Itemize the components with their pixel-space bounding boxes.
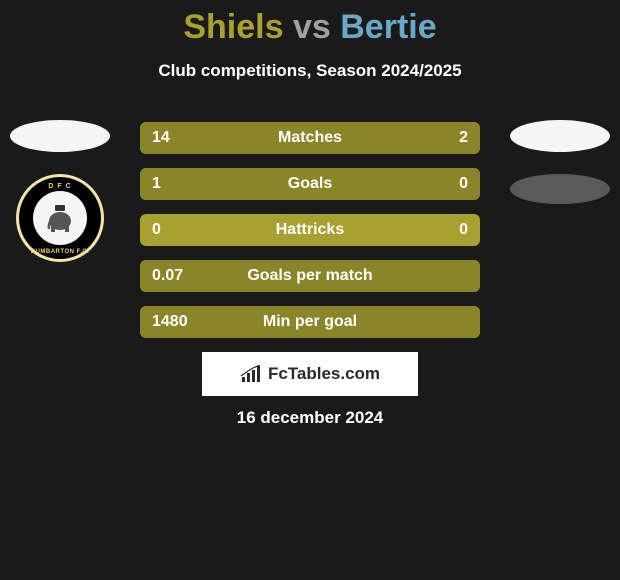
- stat-label: Matches: [140, 129, 480, 147]
- brand-box: FcTables.com: [202, 352, 418, 396]
- subtitle: Club competitions, Season 2024/2025: [0, 61, 620, 81]
- stat-label: Hattricks: [140, 221, 480, 239]
- club-badge: D F C DUMBARTON F.C.: [16, 174, 104, 262]
- comparison-bars: 142Matches 10Goals 00Hattricks 0.07Goals pe…: [140, 122, 480, 352]
- stat-label: Min per goal: [140, 313, 480, 331]
- stat-row: 1480Min per goal: [140, 306, 480, 338]
- right-column: [510, 120, 610, 204]
- stat-row: 00Hattricks: [140, 214, 480, 246]
- date-text: 16 december 2024: [0, 408, 620, 428]
- left-column: D F C DUMBARTON F.C.: [10, 120, 110, 262]
- stat-row: 10Goals: [140, 168, 480, 200]
- vs-text: vs: [284, 8, 341, 46]
- player1-name: Shiels: [183, 8, 283, 46]
- brand-text: FcTables.com: [268, 364, 380, 384]
- stat-label: Goals: [140, 175, 480, 193]
- player2-club-placeholder: [510, 174, 610, 204]
- comparison-title: Shiels vs Bertie: [0, 0, 620, 47]
- stat-row: 0.07Goals per match: [140, 260, 480, 292]
- badge-inner: [33, 191, 87, 245]
- badge-ring: D F C DUMBARTON F.C.: [19, 177, 101, 259]
- elephant-icon: [44, 203, 76, 233]
- brand-chart-icon: [240, 365, 262, 383]
- player2-photo-placeholder: [510, 120, 610, 152]
- stat-row: 142Matches: [140, 122, 480, 154]
- player1-photo-placeholder: [10, 120, 110, 152]
- stat-label: Goals per match: [140, 267, 480, 285]
- player2-name: Bertie: [340, 8, 436, 46]
- badge-bottom-text: DUMBARTON F.C.: [19, 249, 101, 255]
- badge-top-text: D F C: [19, 183, 101, 190]
